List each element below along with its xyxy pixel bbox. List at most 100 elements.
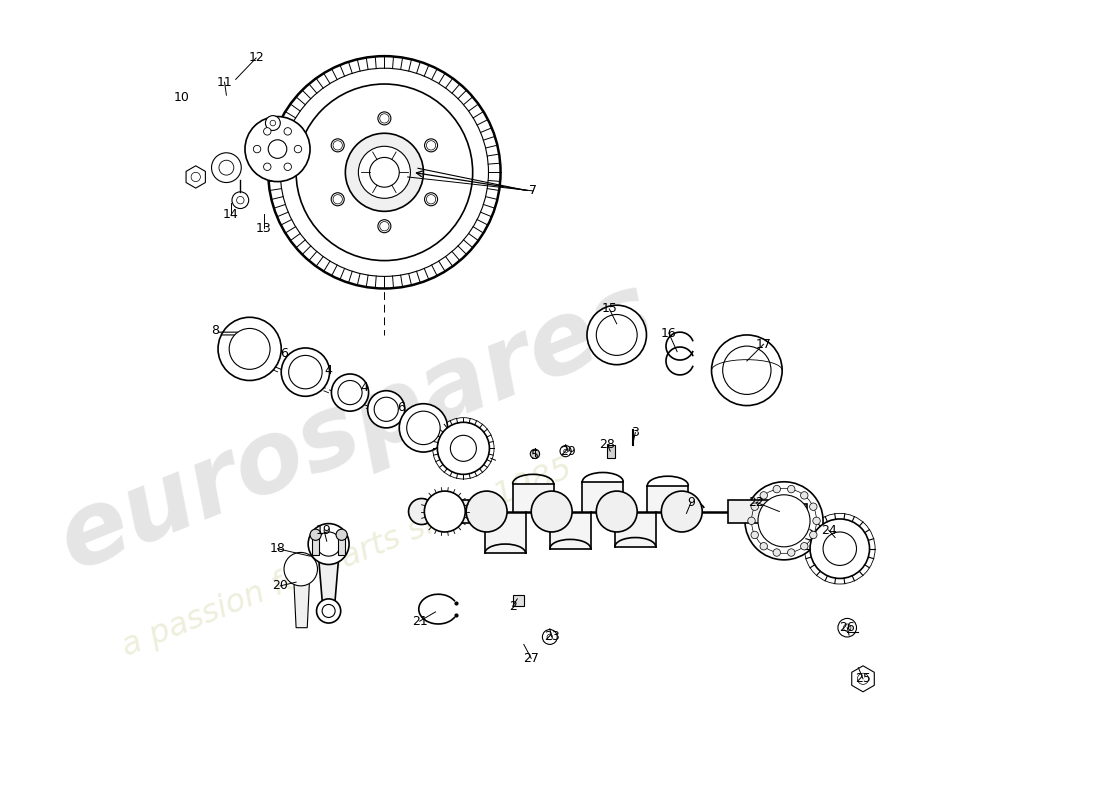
Circle shape: [282, 348, 330, 396]
Circle shape: [310, 529, 321, 540]
Text: 14: 14: [223, 208, 239, 221]
Circle shape: [425, 193, 438, 206]
Circle shape: [284, 163, 292, 170]
Polygon shape: [513, 484, 553, 511]
Circle shape: [745, 482, 823, 560]
Circle shape: [191, 172, 200, 182]
Circle shape: [331, 374, 368, 411]
Circle shape: [378, 112, 390, 125]
Circle shape: [823, 532, 857, 566]
Text: 6: 6: [280, 347, 288, 360]
Circle shape: [438, 422, 490, 474]
Circle shape: [407, 411, 440, 445]
Circle shape: [268, 140, 287, 158]
Circle shape: [425, 139, 438, 152]
Polygon shape: [312, 537, 319, 555]
Circle shape: [232, 192, 249, 209]
Circle shape: [425, 491, 465, 532]
Circle shape: [408, 498, 435, 525]
Circle shape: [294, 146, 301, 153]
Polygon shape: [615, 511, 656, 547]
Text: 4: 4: [360, 382, 367, 394]
Text: 7: 7: [529, 184, 537, 198]
Circle shape: [801, 492, 808, 499]
Circle shape: [844, 624, 851, 631]
Circle shape: [211, 153, 241, 182]
Circle shape: [218, 318, 282, 381]
Circle shape: [284, 553, 318, 586]
Circle shape: [760, 542, 768, 550]
Circle shape: [751, 531, 758, 538]
Circle shape: [810, 503, 817, 510]
Text: 18: 18: [270, 542, 285, 555]
Circle shape: [748, 517, 756, 525]
Circle shape: [596, 314, 637, 355]
Text: 10: 10: [174, 91, 189, 105]
Circle shape: [466, 491, 507, 532]
Text: 8: 8: [211, 324, 219, 337]
Circle shape: [661, 491, 702, 532]
Circle shape: [317, 599, 341, 623]
Circle shape: [317, 532, 341, 556]
Text: 6: 6: [397, 401, 405, 414]
Circle shape: [337, 529, 348, 540]
Circle shape: [758, 494, 810, 547]
Circle shape: [399, 404, 448, 452]
Polygon shape: [338, 537, 345, 555]
Text: 20: 20: [273, 579, 288, 592]
Circle shape: [236, 197, 244, 204]
Circle shape: [264, 163, 271, 170]
Circle shape: [338, 381, 362, 405]
Circle shape: [838, 618, 857, 637]
Circle shape: [760, 492, 768, 499]
Circle shape: [308, 524, 349, 565]
Circle shape: [810, 531, 817, 538]
Circle shape: [271, 120, 276, 126]
Text: 15: 15: [602, 302, 617, 315]
Circle shape: [253, 146, 261, 153]
Circle shape: [773, 549, 781, 556]
Circle shape: [751, 503, 758, 510]
Circle shape: [322, 605, 335, 618]
Circle shape: [265, 116, 280, 130]
Text: a passion for parts since 1985: a passion for parts since 1985: [118, 453, 578, 663]
Circle shape: [345, 134, 424, 211]
Circle shape: [596, 491, 637, 532]
Text: 21: 21: [411, 614, 428, 628]
Circle shape: [857, 674, 869, 684]
Circle shape: [560, 446, 571, 457]
Polygon shape: [607, 445, 615, 458]
Text: 12: 12: [249, 51, 264, 65]
Circle shape: [367, 390, 405, 428]
Circle shape: [531, 491, 572, 532]
Polygon shape: [780, 504, 807, 519]
Circle shape: [229, 329, 271, 370]
Polygon shape: [851, 666, 874, 692]
Circle shape: [810, 519, 869, 578]
Text: 19: 19: [316, 524, 332, 537]
Text: 22: 22: [748, 496, 764, 509]
Polygon shape: [728, 500, 780, 522]
Text: 5: 5: [531, 450, 539, 462]
Text: 13: 13: [255, 222, 272, 234]
Text: 25: 25: [855, 672, 871, 686]
Circle shape: [788, 549, 795, 556]
Circle shape: [331, 193, 344, 206]
Text: 29: 29: [561, 445, 576, 458]
Polygon shape: [294, 569, 310, 628]
Circle shape: [450, 435, 476, 462]
Polygon shape: [648, 486, 689, 511]
Polygon shape: [421, 500, 477, 522]
Circle shape: [801, 542, 808, 550]
Text: 28: 28: [600, 438, 615, 451]
Circle shape: [374, 398, 398, 422]
Text: 24: 24: [821, 524, 836, 537]
Circle shape: [587, 306, 647, 365]
Text: 3: 3: [631, 426, 639, 439]
Circle shape: [773, 486, 781, 493]
Circle shape: [378, 220, 390, 233]
Text: 17: 17: [756, 338, 771, 350]
Polygon shape: [550, 511, 591, 549]
Text: 4: 4: [324, 364, 332, 377]
Polygon shape: [485, 511, 526, 554]
